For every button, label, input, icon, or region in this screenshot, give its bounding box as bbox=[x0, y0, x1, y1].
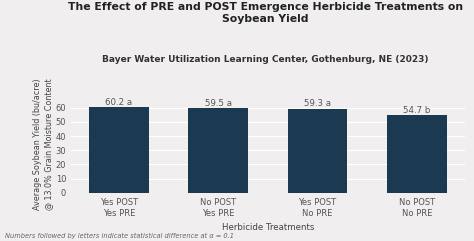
Bar bbox=[89, 107, 148, 193]
Text: Numbers followed by letters indicate statistical difference at α = 0.1: Numbers followed by letters indicate sta… bbox=[5, 233, 234, 239]
Text: 59.3 a: 59.3 a bbox=[304, 99, 331, 108]
Bar bbox=[387, 115, 447, 193]
Text: 54.7 b: 54.7 b bbox=[403, 106, 430, 114]
Text: The Effect of PRE and POST Emergence Herbicide Treatments on
Soybean Yield: The Effect of PRE and POST Emergence Her… bbox=[68, 2, 463, 24]
Y-axis label: Average Soybean Yield (bu/acre)
@ 13.0% Grain Moisture Content: Average Soybean Yield (bu/acre) @ 13.0% … bbox=[34, 79, 53, 210]
Text: Bayer Water Utilization Learning Center, Gothenburg, NE (2023): Bayer Water Utilization Learning Center,… bbox=[102, 55, 428, 64]
Bar bbox=[188, 108, 248, 193]
Bar bbox=[288, 109, 347, 193]
X-axis label: Herbicide Treatments: Herbicide Treatments bbox=[222, 223, 314, 232]
Text: 59.5 a: 59.5 a bbox=[205, 99, 232, 108]
Text: 60.2 a: 60.2 a bbox=[105, 98, 132, 107]
